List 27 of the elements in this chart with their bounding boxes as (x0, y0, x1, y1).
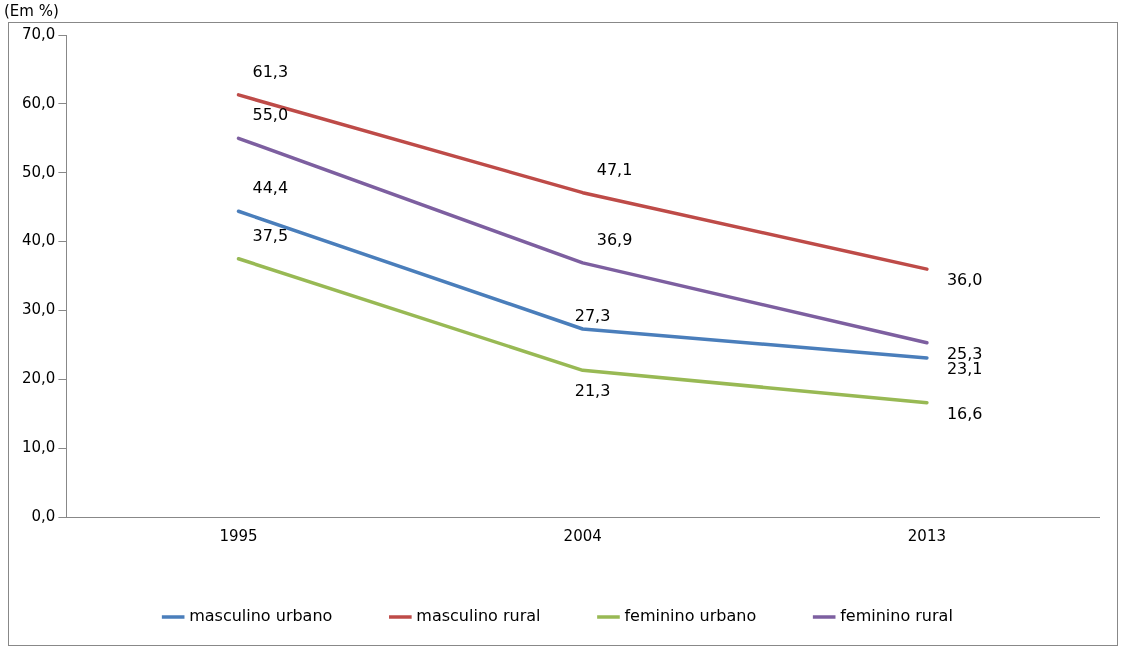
data-label: 47,1 (596, 159, 633, 179)
legend-label: feminino rural (840, 606, 953, 626)
data-label: 36,0 (946, 270, 983, 290)
y-axis-title: (Em %) (4, 2, 59, 20)
y-tick-label: 0,0 (31, 506, 56, 525)
data-label: 27,3 (574, 306, 611, 326)
data-label: 61,3 (252, 62, 289, 82)
x-tick-label: 2004 (563, 526, 602, 545)
data-label: 36,9 (596, 230, 633, 250)
y-tick-label: 10,0 (21, 438, 56, 457)
data-label: 37,5 (252, 225, 289, 245)
y-tick-label: 50,0 (21, 162, 56, 181)
data-label: 55,0 (252, 105, 289, 125)
data-label: 21,3 (574, 381, 611, 401)
legend-label: masculino rural (416, 606, 541, 626)
data-label: 25,3 (946, 343, 983, 363)
x-tick-label: 2013 (907, 526, 946, 545)
y-tick-label: 20,0 (21, 369, 56, 388)
data-label: 44,4 (252, 178, 289, 198)
data-label: 16,6 (946, 403, 983, 423)
y-tick-label: 60,0 (21, 93, 56, 112)
legend-label: feminino urbano (624, 606, 757, 626)
legend-label: masculino urbano (189, 606, 333, 626)
y-tick-label: 30,0 (21, 300, 56, 319)
x-tick-label: 1995 (219, 526, 258, 545)
y-tick-label: 70,0 (21, 24, 56, 43)
y-tick-label: 40,0 (21, 231, 56, 250)
